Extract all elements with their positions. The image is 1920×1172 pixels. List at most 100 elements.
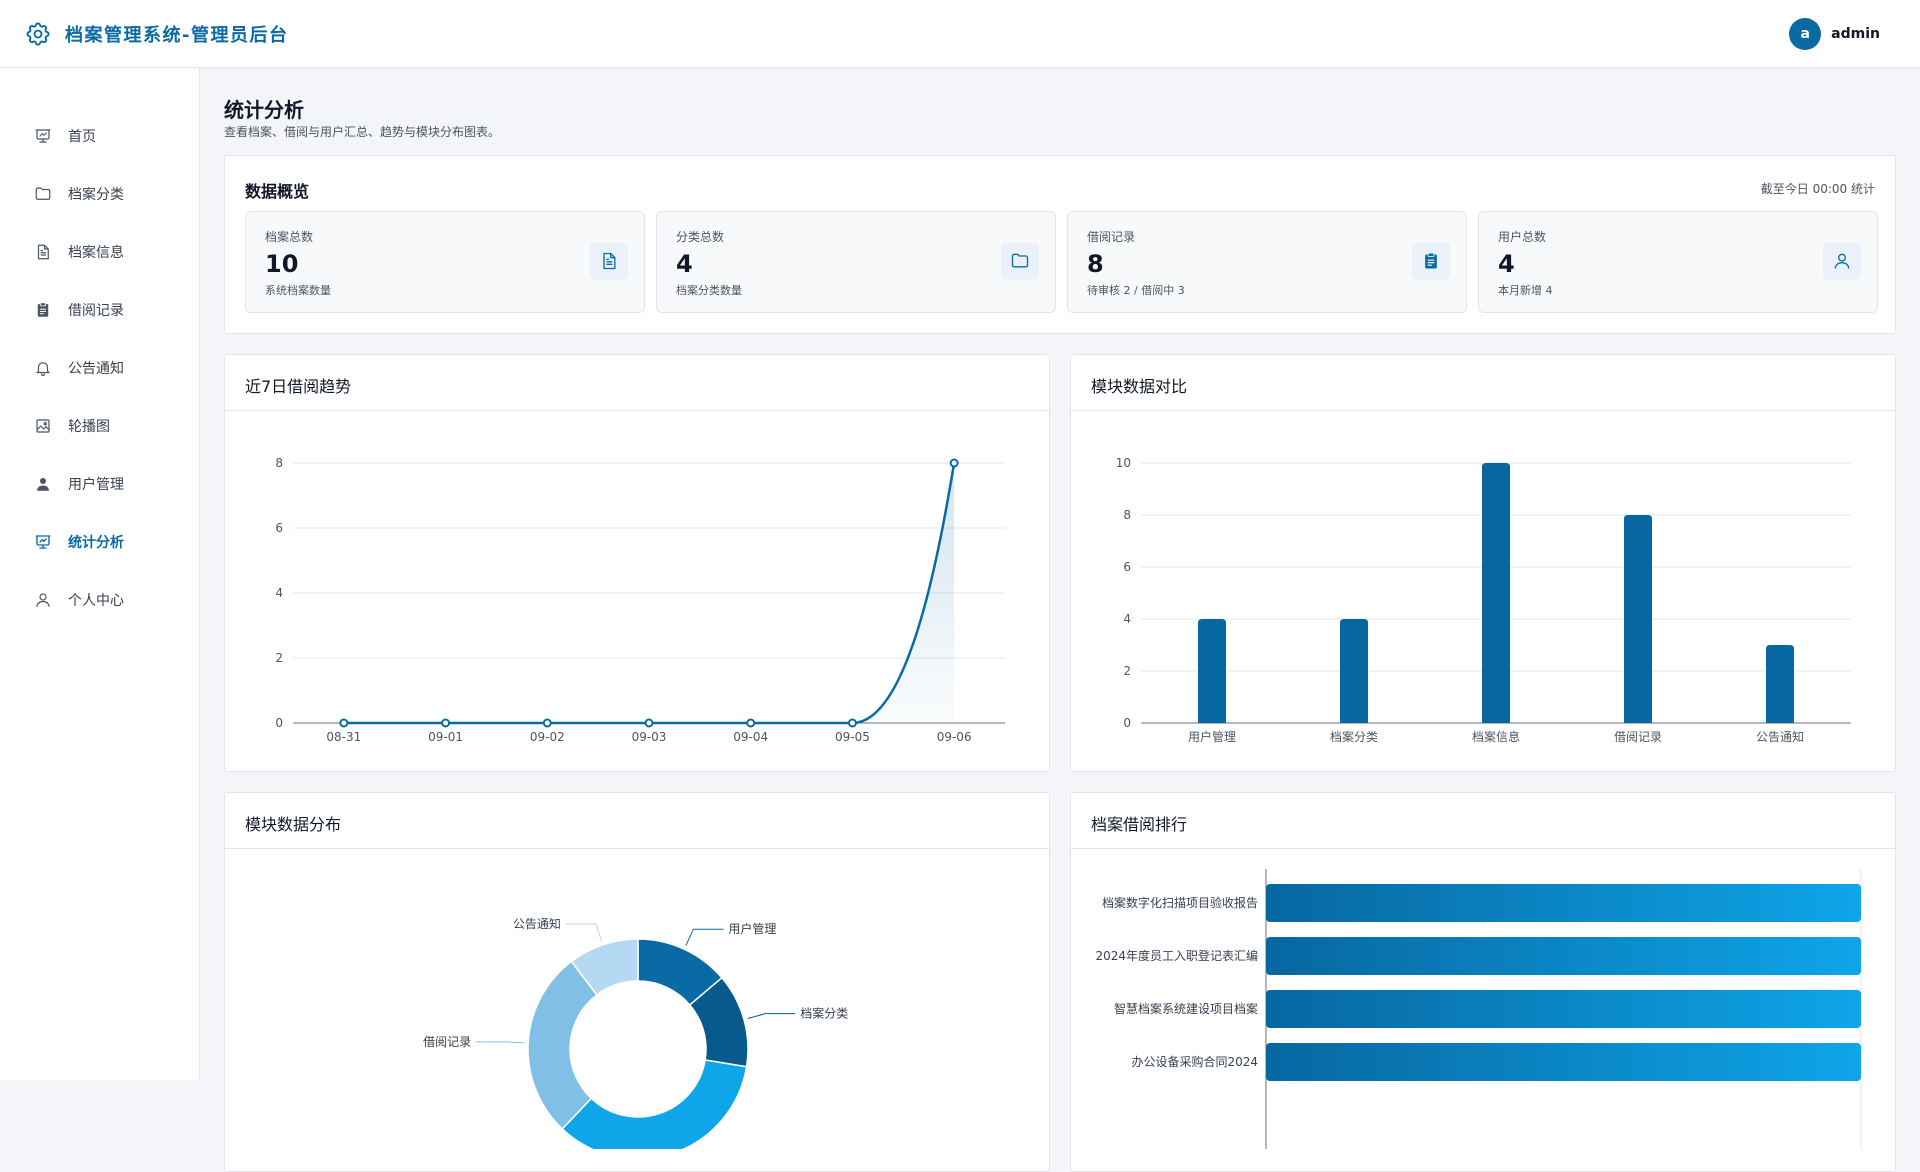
panel-title: 模块数据分布 — [245, 815, 342, 834]
category-label: 办公设备采购合同2024 — [1131, 1054, 1258, 1069]
sidebar-item-label: 档案分类 — [68, 187, 124, 203]
bar — [1198, 619, 1226, 723]
stat-label: 用户总数 — [1498, 230, 1547, 244]
category-label: 智慧档案系统建设项目档案 — [1114, 1001, 1258, 1016]
y-tick-label: 6 — [1123, 560, 1131, 574]
stat-value: 8 — [1087, 250, 1104, 278]
slice-leader-line — [565, 923, 603, 942]
sidebar-item-label: 公告通知 — [68, 361, 124, 377]
slice-leader-line — [476, 1041, 525, 1044]
sidebar-item-categories[interactable]: 档案分类 — [0, 174, 199, 214]
panel-title: 模块数据对比 — [1091, 377, 1188, 396]
chart-icon — [35, 535, 51, 549]
ranking-bar-chart[interactable]: 档案数字化扫描项目验收报告 2024年度员工入职登记表汇编智慧档案系统建设项目档案… — [1071, 849, 1897, 1149]
module-bar-chart[interactable]: 0 2 4 6 8 10 用户管理 档案分类 档案信息 借阅记录 公告通知 — [1071, 411, 1897, 771]
sidebar-item-notices[interactable]: 公告通知 — [0, 348, 199, 388]
stat-note: 档案分类数量 — [676, 284, 742, 297]
sidebar-item-profile[interactable]: 个人中心 — [0, 580, 199, 620]
category-label: 档案数字化扫描项目验收报告 — [1102, 895, 1258, 910]
user-menu[interactable]: a admin — [1789, 18, 1880, 50]
sidebar-item-label: 档案信息 — [68, 245, 124, 261]
x-tick-label: 09-04 — [733, 730, 768, 744]
bar — [1766, 645, 1794, 723]
stat-label: 分类总数 — [676, 230, 725, 244]
ranking-bar — [1266, 1043, 1861, 1081]
data-point — [441, 718, 451, 728]
x-tick-label: 借阅记录 — [1614, 730, 1662, 744]
user-solid-icon — [37, 478, 49, 491]
clipboard-icon — [37, 302, 49, 317]
data-point — [339, 718, 349, 728]
x-tick-label: 09-05 — [835, 730, 870, 744]
sidebar-item-users[interactable]: 用户管理 — [0, 464, 199, 504]
panel-title: 近7日借阅趋势 — [245, 377, 352, 396]
bell-icon — [36, 362, 50, 377]
stat-value: 4 — [1498, 250, 1515, 278]
donut-slice — [561, 1059, 748, 1149]
series-area — [343, 463, 955, 723]
folder-icon — [1001, 242, 1039, 280]
data-point — [949, 458, 959, 468]
x-tick-label: 档案信息 — [1472, 729, 1520, 744]
gear-icon — [26, 22, 50, 46]
slice-label: 档案分类 — [800, 1006, 848, 1021]
stat-card-archives: 档案总数 10 系统档案数量 — [245, 211, 645, 313]
ranking-bar — [1266, 937, 1861, 975]
stat-card-users: 用户总数 4 本月新增 4 — [1478, 211, 1878, 313]
x-tick-label: 09-02 — [530, 730, 565, 744]
overview-title: 数据概览 — [245, 182, 310, 201]
compare-chart-card: 模块数据对比 0 2 4 6 8 10 用户管理 档案分类 档案信息 借阅记录 公告通知 — [1070, 354, 1896, 772]
bar — [1624, 515, 1652, 723]
data-point — [542, 718, 552, 728]
x-tick-label: 09-06 — [937, 730, 972, 744]
sidebar-item-label: 轮播图 — [68, 419, 110, 435]
bar — [1340, 619, 1368, 723]
y-tick-label: 0 — [275, 716, 283, 730]
bar — [1482, 463, 1510, 723]
stat-note: 待审核 2 / 借阅中 3 — [1087, 284, 1185, 297]
y-tick-label: 0 — [1123, 716, 1131, 730]
stat-note: 本月新增 4 — [1498, 284, 1553, 297]
panel-header: 模块数据分布 — [225, 793, 1049, 849]
y-tick-label: 4 — [275, 586, 283, 600]
brand[interactable]: 档案管理系统-管理员后台 — [24, 20, 288, 48]
app-title: 档案管理系统-管理员后台 — [65, 24, 289, 46]
panel-header: 档案借阅排行 — [1071, 793, 1895, 849]
x-tick-label: 08-31 — [326, 730, 361, 744]
avatar[interactable]: a — [1789, 18, 1822, 50]
y-tick-label: 8 — [1123, 508, 1131, 522]
sidebar-item-label: 个人中心 — [68, 593, 124, 609]
x-tick-label: 用户管理 — [1188, 729, 1236, 744]
page-title: 统计分析 — [224, 98, 304, 122]
image-icon — [36, 419, 50, 433]
sidebar-item-archives[interactable]: 档案信息 — [0, 232, 199, 272]
sidebar-item-label: 借阅记录 — [68, 303, 124, 319]
stat-label: 档案总数 — [265, 230, 314, 244]
stat-note: 系统档案数量 — [265, 284, 331, 297]
slice-label: 公告通知 — [513, 917, 561, 931]
page-subtitle: 查看档案、借阅与用户汇总、趋势与模块分布图表。 — [224, 125, 501, 139]
x-tick-label: 09-01 — [428, 730, 463, 744]
slice-label: 借阅记录 — [423, 1035, 471, 1049]
sidebar-item-home[interactable]: 首页 — [0, 116, 199, 156]
ranking-bar — [1266, 990, 1861, 1028]
y-tick-label: 10 — [1116, 456, 1131, 470]
ranking-bar — [1266, 884, 1861, 922]
stat-card-categories: 分类总数 4 档案分类数量 — [656, 211, 1056, 313]
data-point — [644, 718, 654, 728]
sidebar-item-statistics[interactable]: 统计分析 — [0, 522, 199, 562]
trend-line-chart[interactable]: 0 2 4 6 8 08-31 09-01 09-02 09-03 09-04 09-05 09-06 — [225, 411, 1051, 771]
user-icon — [1823, 242, 1861, 280]
y-tick-label: 4 — [1123, 612, 1131, 626]
y-tick-label: 8 — [275, 456, 283, 470]
panel-header: 近7日借阅趋势 — [225, 355, 1049, 411]
username[interactable]: admin — [1831, 26, 1880, 42]
x-tick-label: 公告通知 — [1756, 730, 1804, 744]
y-tick-label: 6 — [275, 521, 283, 535]
overview-as-of: 截至今日 00:00 统计 — [1760, 182, 1875, 196]
sidebar-item-borrow-records[interactable]: 借阅记录 — [0, 290, 199, 330]
trend-chart-card: 近7日借阅趋势 0 2 4 6 8 08-31 09-01 09-02 09-03 09-04 09… — [224, 354, 1050, 772]
sidebar-item-carousel[interactable]: 轮播图 — [0, 406, 199, 446]
